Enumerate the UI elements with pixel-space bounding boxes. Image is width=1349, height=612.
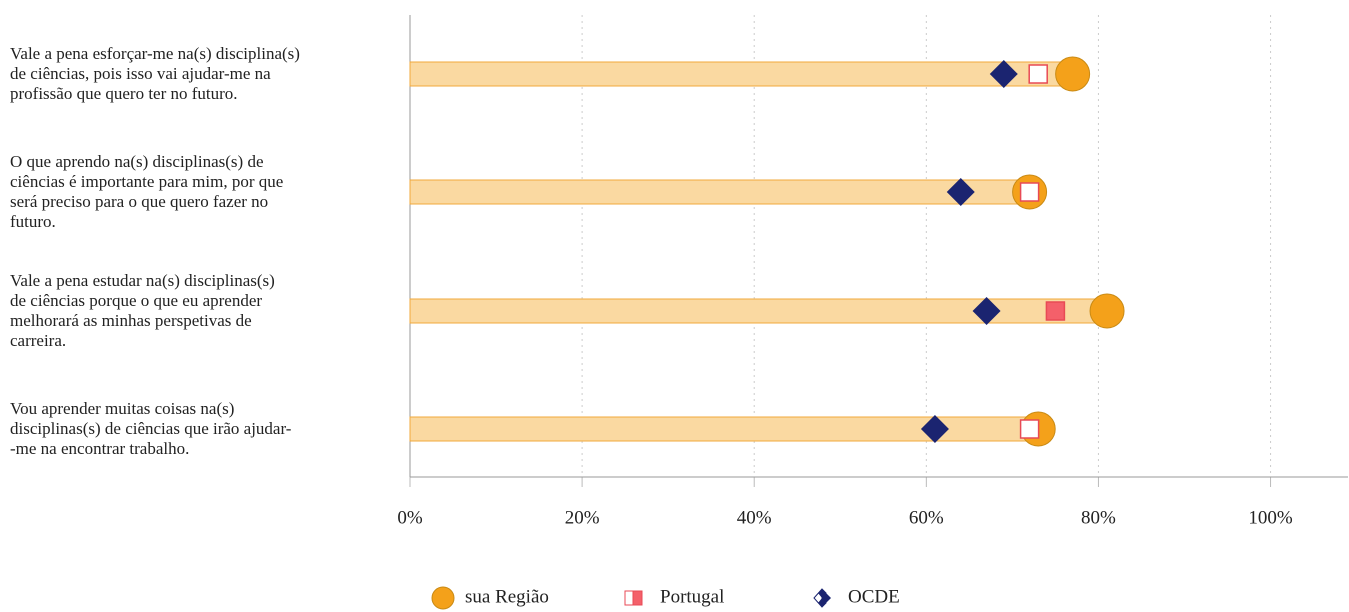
x-tick-label: 0% [397,507,423,528]
ocde-marker [946,178,975,206]
legend-icon [818,589,831,607]
bar [409,298,1108,324]
bar [409,179,1031,205]
x-tick-label: 100% [1248,507,1293,528]
category-label: O que aprendo na(s) disciplinas(s) de ci… [10,152,284,231]
x-tick-label: 60% [909,507,944,528]
legend-icon [624,590,634,606]
legend-label: sua Região [465,586,549,607]
portugal-marker [1019,182,1040,202]
x-tick-label: 80% [1081,507,1116,528]
category-label: Vale a pena estudar na(s) disciplinas(s)… [10,271,275,350]
legend-label: Portugal [660,586,724,607]
ocde-marker [920,415,949,443]
x-tick-label: 20% [565,507,600,528]
category-label: Vale a pena esforçar-me na(s) disciplina… [10,44,300,103]
legend-label: OCDE [848,586,900,607]
portugal-marker [1028,64,1048,84]
x-tick-label: 40% [737,507,772,528]
legend-icon [632,590,643,606]
legend-icon [431,586,455,610]
category-label: Vou aprender muitas coisas na(s) discipl… [10,399,292,458]
region-marker [1089,293,1125,329]
ocde-marker [972,297,1001,325]
portugal-marker [1045,301,1066,321]
ocde-marker [989,60,1018,88]
bar [409,61,1074,87]
region-marker [1055,56,1091,92]
portugal-marker [1019,419,1040,439]
